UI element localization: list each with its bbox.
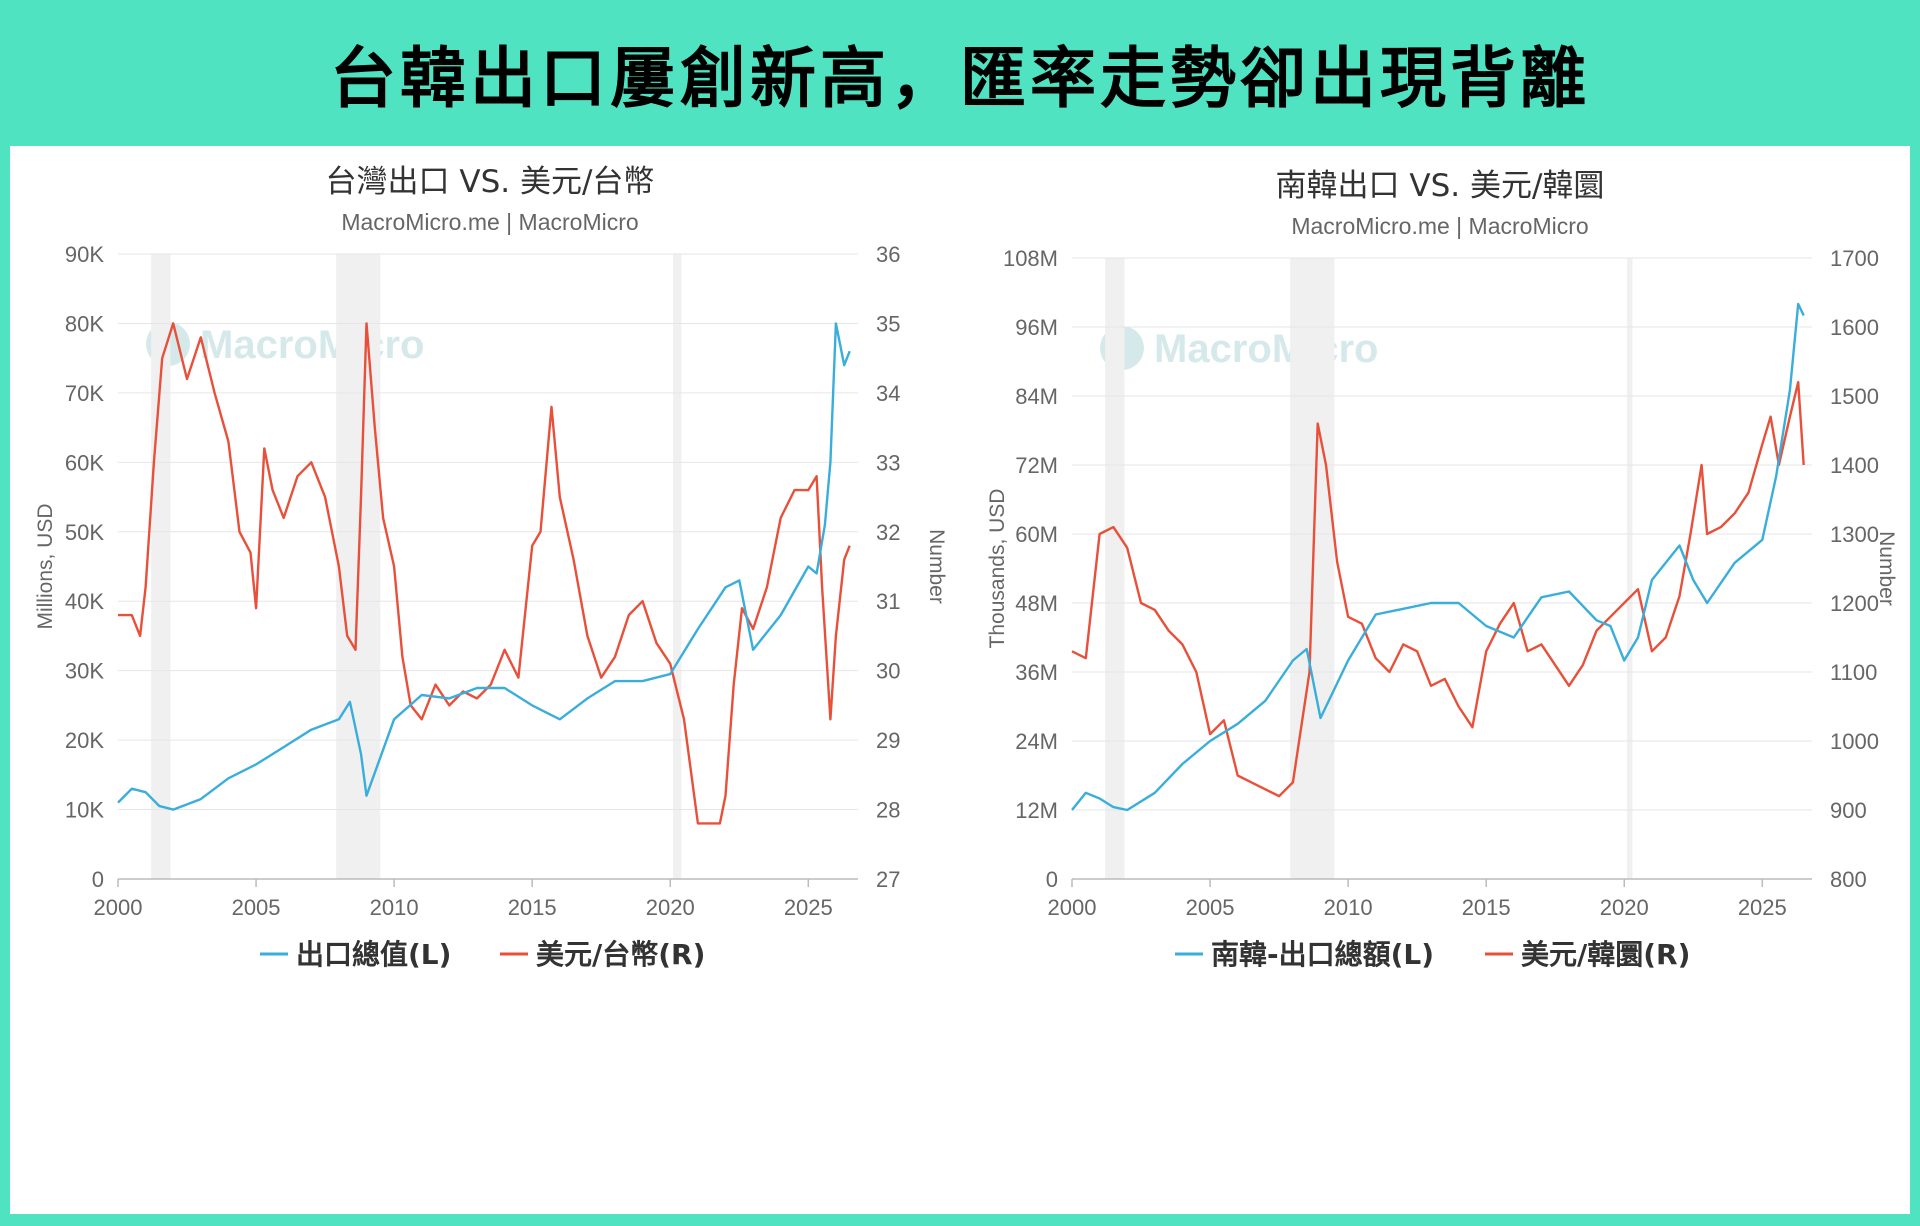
legend-label: 美元/韓圜(R)	[1521, 938, 1690, 971]
chart-title: 南韓出口 VS. 美元/韓圜	[1276, 168, 1605, 204]
y-right-tick-label: 36	[876, 242, 900, 267]
series-line-exports	[1071, 302, 1805, 812]
y-right-axis-label: Number	[925, 529, 948, 604]
x-tick-label: 2015	[1462, 895, 1511, 920]
y-right-tick-label: 900	[1830, 798, 1867, 823]
y-left-tick-label: 108M	[1003, 246, 1058, 271]
y-left-tick-label: 50K	[65, 520, 104, 545]
watermark-text: MacroMicro	[1154, 327, 1379, 371]
recession-band	[151, 254, 171, 879]
x-tick-label: 2015	[508, 895, 557, 920]
y-right-tick-label: 1300	[1830, 522, 1879, 547]
y-right-tick-label: 1400	[1830, 453, 1879, 478]
y-right-tick-label: 33	[876, 450, 900, 475]
x-tick-label: 2000	[94, 895, 143, 920]
chart-taiwan: 台灣出口 VS. 美元/台幣 MacroMicro.me | MacroMicro…	[34, 164, 948, 971]
x-tick-label: 2025	[784, 895, 833, 920]
banner: 台韓出口屢創新高，匯率走勢卻出現背離	[0, 0, 1920, 146]
y-left-tick-label: 12M	[1015, 798, 1058, 823]
y-left-tick-label: 24M	[1015, 729, 1058, 754]
y-right-tick-label: 34	[876, 381, 900, 406]
y-left-tick-label: 40K	[65, 589, 104, 614]
legend-label: 美元/台幣(R)	[536, 938, 705, 971]
y-right-tick-label: 1000	[1830, 729, 1879, 754]
y-left-tick-label: 60M	[1015, 522, 1058, 547]
y-right-tick-label: 28	[876, 798, 900, 823]
y-right-tick-label: 1500	[1830, 384, 1879, 409]
banner-title: 台韓出口屢創新高，匯率走勢卻出現背離	[330, 40, 1590, 117]
y-left-axis-label: Millions, USD	[34, 503, 57, 629]
x-tick-label: 2005	[1186, 895, 1235, 920]
series-line-fx-rate	[1071, 380, 1805, 798]
y-right-tick-label: 1100	[1830, 660, 1877, 685]
legend-label: 南韓-出口總額(L)	[1211, 938, 1434, 971]
y-left-tick-label: 30K	[65, 659, 104, 684]
y-left-tick-label: 80K	[65, 311, 104, 336]
y-right-tick-label: 27	[876, 867, 900, 892]
y-right-tick-label: 29	[876, 728, 900, 753]
y-right-tick-label: 31	[876, 589, 900, 614]
y-right-tick-label: 32	[876, 520, 900, 545]
series-line-fx-rate	[118, 322, 851, 825]
y-right-tick-label: 35	[876, 311, 900, 336]
x-tick-label: 2020	[646, 895, 695, 920]
series-line-exports	[117, 322, 851, 811]
chart-subtitle: MacroMicro.me | MacroMicro	[341, 209, 638, 235]
y-right-tick-label: 1200	[1830, 591, 1879, 616]
y-left-tick-label: 0	[1046, 867, 1058, 892]
x-tick-label: 2000	[1048, 895, 1097, 920]
y-left-tick-label: 10K	[65, 798, 104, 823]
x-tick-label: 2010	[1324, 895, 1373, 920]
chart-subtitle: MacroMicro.me | MacroMicro	[1291, 213, 1588, 239]
y-left-tick-label: 96M	[1015, 315, 1058, 340]
y-right-tick-label: 1600	[1830, 315, 1879, 340]
y-left-tick-label: 0	[92, 867, 104, 892]
chart-title: 台灣出口 VS. 美元/台幣	[326, 164, 655, 200]
y-right-tick-label: 30	[876, 659, 900, 684]
y-left-tick-label: 36M	[1015, 660, 1058, 685]
legend-label: 出口總值(L)	[296, 938, 451, 971]
y-right-tick-label: 1700	[1830, 246, 1879, 271]
y-left-tick-label: 60K	[65, 450, 104, 475]
y-right-tick-label: 800	[1830, 867, 1867, 892]
chart-korea: 南韓出口 VS. 美元/韓圜 MacroMicro.me | MacroMicro…	[986, 168, 1898, 971]
y-left-tick-label: 48M	[1015, 591, 1058, 616]
y-left-tick-label: 90K	[65, 242, 104, 267]
x-tick-label: 2025	[1738, 895, 1787, 920]
y-left-tick-label: 72M	[1015, 453, 1058, 478]
x-tick-label: 2010	[370, 895, 419, 920]
x-tick-label: 2020	[1600, 895, 1649, 920]
y-left-tick-label: 20K	[65, 728, 104, 753]
watermark-text: MacroMicro	[200, 323, 425, 367]
y-left-tick-label: 70K	[65, 381, 104, 406]
recession-band	[673, 254, 682, 879]
y-left-axis-label: Thousands, USD	[986, 489, 1009, 649]
x-tick-label: 2005	[232, 895, 281, 920]
y-left-tick-label: 84M	[1015, 384, 1058, 409]
recession-band	[1627, 258, 1633, 879]
y-right-axis-label: Number	[1875, 531, 1898, 606]
recession-band	[1105, 258, 1125, 879]
chart-panel: 台灣出口 VS. 美元/台幣 MacroMicro.me | MacroMicro…	[10, 146, 1910, 1214]
